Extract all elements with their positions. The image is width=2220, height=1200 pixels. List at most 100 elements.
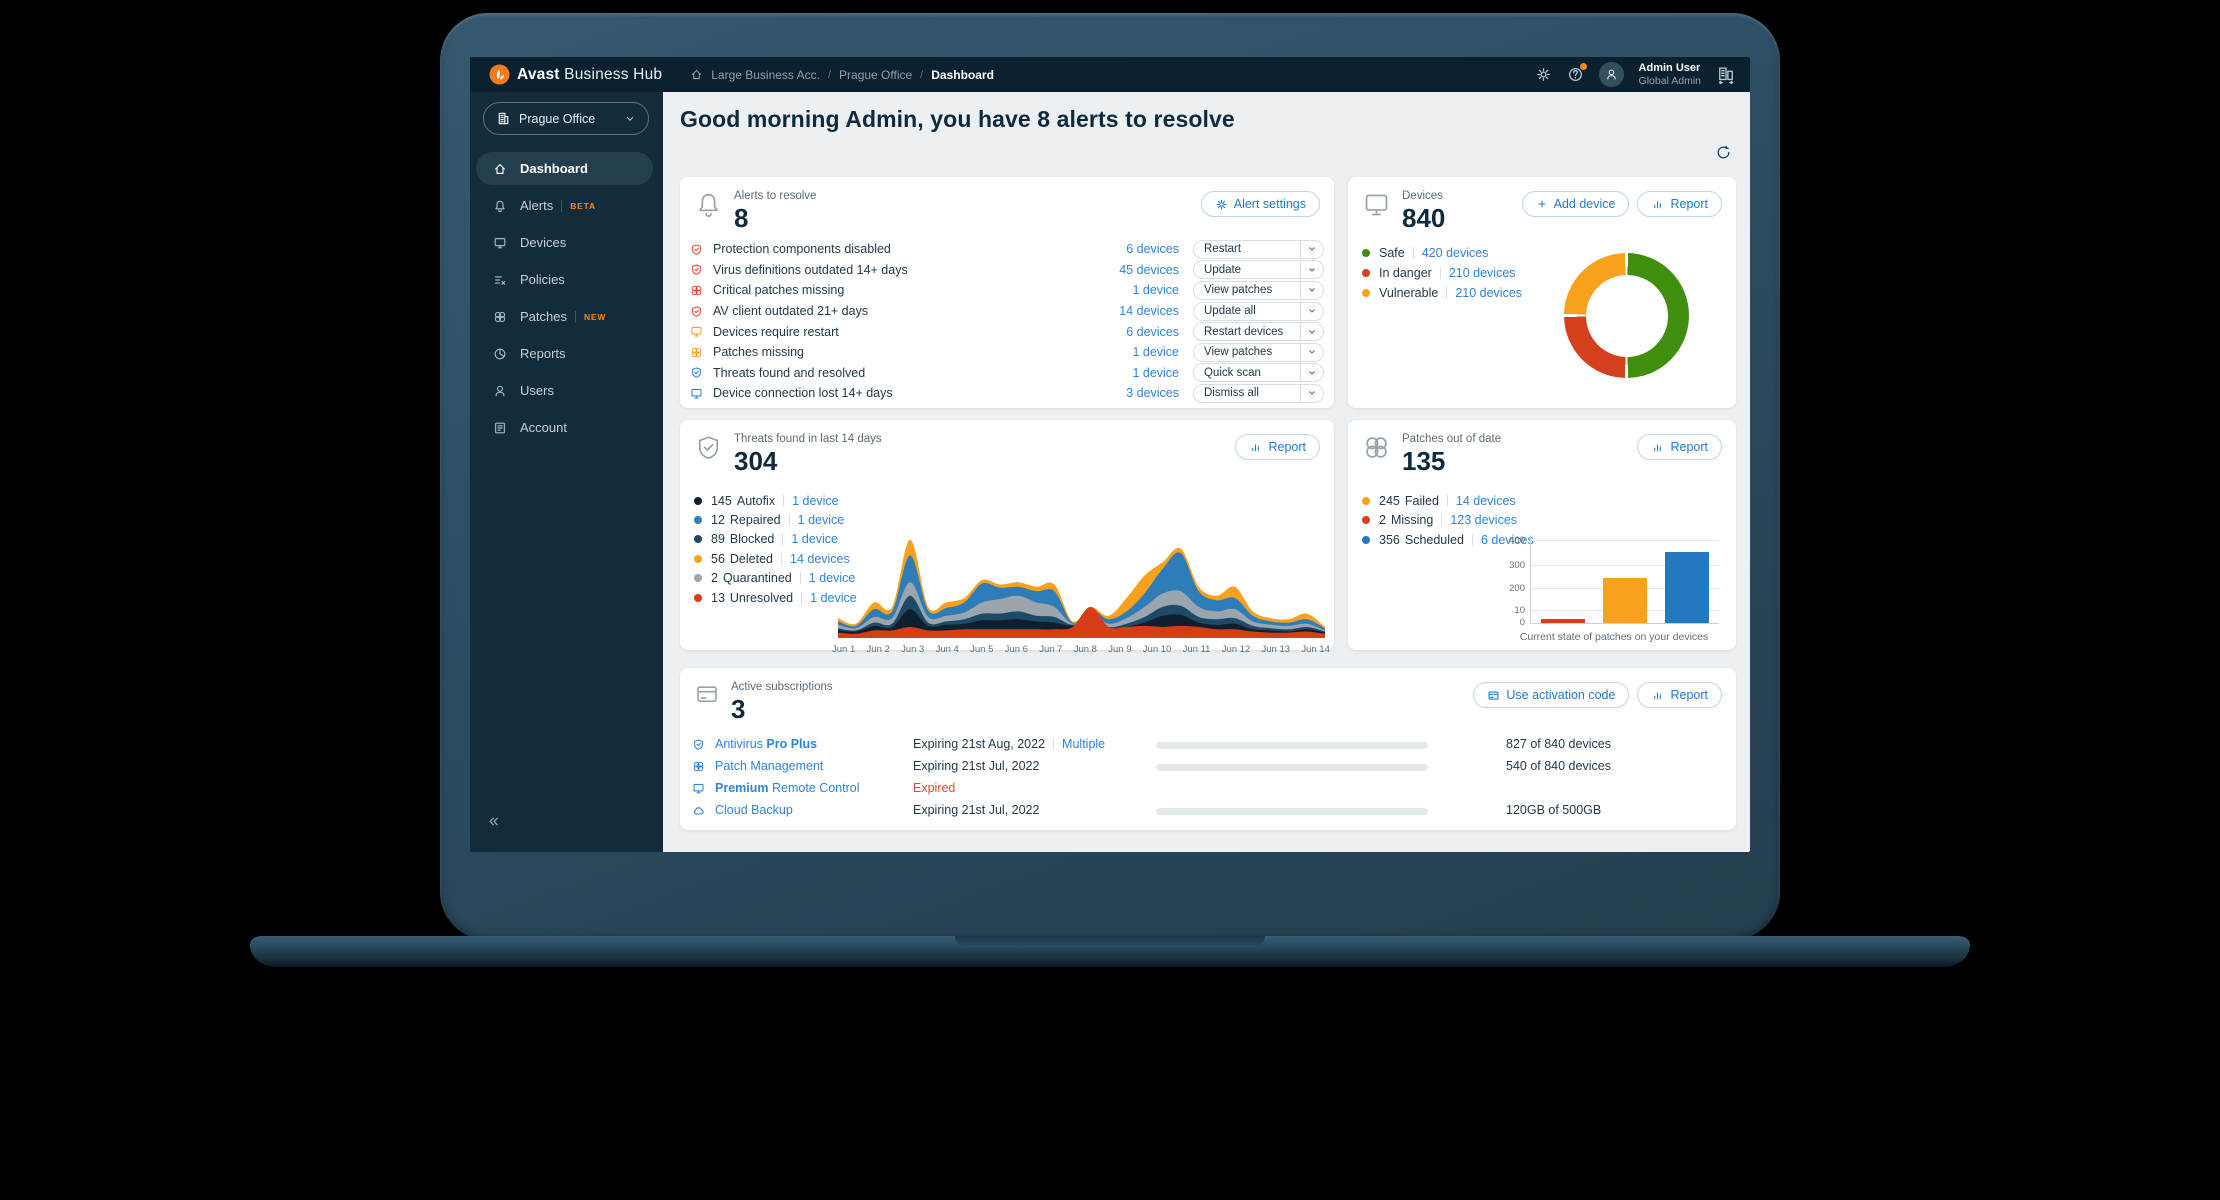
- sidebar-item-account[interactable]: Account: [470, 409, 663, 446]
- legend-row: 56 Deleted 14 devices: [694, 549, 857, 568]
- x-axis-label: Jun 4: [935, 644, 959, 655]
- subscription-name-link[interactable]: Antivirus Pro Plus: [715, 737, 818, 751]
- breadcrumb-item[interactable]: Prague Office: [839, 67, 913, 82]
- sidebar-item-patches[interactable]: Patches NEW: [470, 298, 663, 335]
- alert-devices-link[interactable]: 1 device: [1132, 345, 1179, 360]
- card-label: Alerts to resolve: [734, 190, 817, 202]
- x-axis-label: Jun 2: [866, 644, 890, 655]
- subscription-row: Premium Remote Control Expired: [692, 778, 1724, 800]
- legend-devices-link[interactable]: 1 device: [808, 571, 856, 586]
- report-button[interactable]: Report: [1235, 434, 1320, 460]
- app-screen: Avast Business Hub Large Business Acc. /…: [470, 57, 1750, 852]
- alert-devices-link[interactable]: 6 devices: [1126, 324, 1179, 339]
- repaired-dot: [694, 516, 702, 525]
- subscription-name-link[interactable]: Premium Remote Control: [715, 781, 860, 795]
- user-icon: [492, 384, 508, 398]
- sidebar: Prague Office Dashboard Alerts BETA Devi…: [470, 92, 663, 852]
- x-axis-label: Jun 3: [901, 644, 925, 655]
- settings-gear-icon[interactable]: [1535, 66, 1552, 83]
- legend-label: Autofix: [736, 493, 776, 508]
- alert-list: Protection components disabled 6 devices…: [690, 239, 1324, 404]
- bar-failed: [1603, 578, 1647, 623]
- report-button[interactable]: Report: [1637, 191, 1722, 217]
- usage-progress-bar: [1156, 742, 1428, 749]
- report-button[interactable]: Report: [1637, 682, 1722, 708]
- legend-devices-link[interactable]: 210 devices: [1448, 266, 1516, 280]
- refresh-icon[interactable]: [1715, 144, 1732, 161]
- add-device-button[interactable]: Add device: [1521, 191, 1630, 217]
- legend-devices-link[interactable]: 14 devices: [1455, 493, 1516, 508]
- account-icon: [492, 421, 508, 435]
- alert-action-dropdown[interactable]: Dismiss all: [1193, 383, 1324, 403]
- divider: [1412, 247, 1414, 259]
- threats-count: 304: [734, 445, 778, 476]
- alert-settings-button[interactable]: Alert settings: [1200, 191, 1320, 217]
- breadcrumb-item[interactable]: Large Business Acc.: [711, 67, 820, 82]
- legend-devices-link[interactable]: 123 devices: [1450, 513, 1518, 528]
- legend-devices-link[interactable]: 210 devices: [1455, 286, 1523, 300]
- legend-devices-link[interactable]: 14 devices: [790, 551, 850, 566]
- legend-devices-link[interactable]: 420 devices: [1421, 246, 1489, 260]
- company-switcher-icon[interactable]: [1716, 65, 1736, 85]
- alert-action-dropdown[interactable]: Update: [1193, 260, 1324, 280]
- sidebar-item-alerts[interactable]: Alerts BETA: [470, 187, 663, 224]
- subscription-name-link[interactable]: Patch Management: [715, 759, 824, 773]
- alert-action-dropdown[interactable]: Restart devices: [1193, 322, 1324, 342]
- alert-devices-link[interactable]: 14 devices: [1119, 304, 1179, 319]
- alert-row: Protection components disabled 6 devices…: [690, 239, 1324, 260]
- sidebar-collapse-icon[interactable]: [486, 814, 501, 829]
- sidebar-item-dashboard[interactable]: Dashboard: [470, 150, 663, 187]
- location-selector[interactable]: Prague Office: [483, 102, 649, 135]
- legend-devices-link[interactable]: 1 device: [791, 532, 838, 547]
- avatar[interactable]: [1598, 62, 1624, 87]
- location-label: Prague Office: [519, 111, 596, 126]
- divider: [1446, 494, 1448, 507]
- subscription-name-link[interactable]: Cloud Backup: [715, 803, 793, 817]
- alert-action-dropdown[interactable]: Update all: [1193, 301, 1324, 321]
- legend-row: 245 Failed 14 devices: [1362, 491, 1534, 511]
- subscription-expiry: Expiring 21st Jul, 2022: [913, 759, 1040, 773]
- legend-devices-link[interactable]: 1 device: [810, 590, 857, 605]
- shield-icon: [692, 738, 705, 751]
- alert-action-dropdown[interactable]: View patches: [1193, 280, 1324, 300]
- alert-action-dropdown[interactable]: Quick scan: [1193, 363, 1324, 383]
- x-axis-label: Jun 13: [1261, 644, 1291, 655]
- page-title: Good morning Admin, you have 8 alerts to…: [680, 106, 1235, 132]
- alert-devices-link[interactable]: 3 devices: [1126, 386, 1179, 401]
- user-block[interactable]: Admin User Global Admin: [1639, 62, 1701, 87]
- sidebar-item-devices[interactable]: Devices: [470, 224, 663, 261]
- patches-count: 135: [1402, 445, 1446, 476]
- chevron-down-icon: [1300, 323, 1323, 341]
- sidebar-item-users[interactable]: Users: [470, 372, 663, 409]
- alert-devices-link[interactable]: 6 devices: [1126, 242, 1179, 257]
- alert-action-dropdown[interactable]: View patches: [1193, 342, 1324, 362]
- alert-label: Patches missing: [713, 345, 805, 360]
- donut-hole: [1585, 274, 1668, 357]
- multiple-link[interactable]: Multiple: [1062, 737, 1106, 751]
- divider: [1441, 514, 1443, 527]
- missing-dot: [1362, 516, 1370, 525]
- legend-devices-link[interactable]: 1 device: [797, 513, 845, 528]
- chevron-down-icon: [1300, 302, 1323, 320]
- legend-row: 356 Scheduled 6 devices: [1362, 530, 1534, 550]
- alerts-card: Alerts to resolve 8 Alert settings Prote…: [680, 177, 1334, 408]
- shield-icon: [694, 433, 723, 462]
- report-button[interactable]: Report: [1637, 434, 1722, 460]
- legend-row: 13 Unresolved 1 device: [694, 588, 857, 607]
- alert-label: AV client outdated 21+ days: [713, 304, 869, 319]
- legend-devices-link[interactable]: 1 device: [792, 493, 839, 508]
- legend-row: 89 Blocked 1 device: [694, 530, 857, 549]
- sidebar-item-reports[interactable]: Reports: [470, 335, 663, 372]
- legend-devices-link[interactable]: 6 devices: [1480, 532, 1534, 547]
- chevron-down-icon: [1300, 261, 1323, 279]
- patch-icon: [690, 346, 703, 359]
- x-axis-label: Jun 12: [1221, 644, 1251, 655]
- help-icon[interactable]: [1567, 63, 1587, 83]
- alert-devices-link[interactable]: 45 devices: [1119, 262, 1179, 277]
- bell-icon: [694, 190, 723, 219]
- alert-devices-link[interactable]: 1 device: [1132, 365, 1179, 380]
- use-activation-code-button[interactable]: Use activation code: [1473, 682, 1630, 708]
- alert-devices-link[interactable]: 1 device: [1132, 283, 1179, 298]
- sidebar-item-policies[interactable]: Policies: [470, 261, 663, 298]
- alert-action-dropdown[interactable]: Restart: [1193, 239, 1324, 259]
